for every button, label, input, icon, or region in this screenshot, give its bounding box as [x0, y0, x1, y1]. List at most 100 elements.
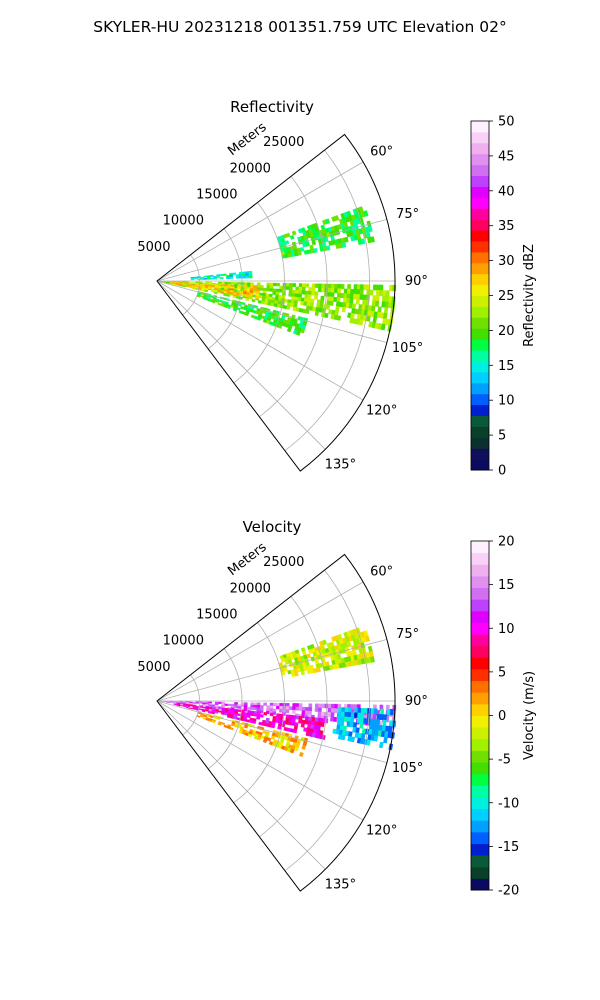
colorbar-swatch	[471, 382, 489, 395]
colorbar-tick-label: 25	[498, 289, 515, 304]
echo-gate	[324, 236, 329, 243]
echo-gate	[248, 275, 253, 279]
echo-gate	[353, 284, 358, 290]
echo-gate	[298, 283, 303, 288]
echo-gate	[195, 702, 200, 704]
colorbar-swatch	[471, 350, 489, 362]
echo-gate	[302, 283, 306, 288]
echo-gate	[217, 722, 222, 726]
echo-gate	[219, 277, 224, 280]
echo-gate	[251, 298, 256, 303]
echo-gate	[314, 291, 319, 296]
echo-gate	[232, 272, 237, 276]
echo-gate	[359, 289, 364, 295]
echo-gate	[301, 706, 306, 712]
azimuth-spoke	[156, 700, 326, 870]
echo-gate	[304, 294, 309, 299]
echo-gate	[263, 702, 268, 706]
echo-gate	[226, 276, 230, 280]
colorbar-label: Reflectivity dBZ	[522, 244, 537, 347]
echo-gate	[338, 707, 343, 713]
echo-gate	[340, 720, 345, 727]
echo-gate	[327, 703, 332, 709]
echo-gate	[314, 283, 319, 288]
echo-gate	[344, 707, 349, 713]
echo-gate	[370, 236, 375, 243]
echo-gate	[218, 707, 223, 710]
echo-gate	[352, 722, 358, 728]
echo-gate	[358, 319, 364, 326]
colorbar-swatch	[471, 415, 489, 427]
echo-gate	[163, 701, 167, 703]
echo-gate	[204, 287, 209, 291]
echo-gate	[370, 708, 375, 715]
echo-gate	[295, 330, 301, 336]
echo-gate	[324, 283, 329, 289]
colorbar-swatch	[471, 426, 489, 438]
colorbar-tick-label: 15	[498, 359, 515, 374]
echo-gate	[259, 705, 264, 709]
colorbar-swatch	[471, 878, 489, 891]
echo-gate	[285, 709, 290, 714]
azimuth-tick-label: 105°	[392, 341, 423, 356]
echo-gate	[329, 300, 334, 306]
echo-gate	[340, 734, 346, 741]
echo-gate	[277, 725, 282, 730]
azimuth-spoke	[156, 280, 387, 343]
range-ring	[207, 228, 243, 350]
echo-gate	[305, 707, 309, 712]
radial-tick-label: 10000	[163, 214, 204, 229]
echo-gate	[360, 707, 365, 714]
echo-gate	[259, 714, 264, 718]
echo-gate	[285, 703, 290, 707]
echo-gate	[301, 710, 306, 715]
echo-gate	[327, 712, 332, 718]
colorbar-swatch	[471, 610, 489, 623]
echo-gate	[360, 284, 364, 290]
echo-gate	[295, 286, 300, 291]
echo-gate	[343, 293, 348, 299]
echo-gate	[342, 725, 347, 732]
colorbar-tick-label: 5	[498, 429, 506, 444]
echo-gate	[301, 744, 307, 750]
echo-gate	[286, 305, 291, 310]
colorbar-swatch	[471, 164, 489, 177]
echo-gate	[245, 273, 250, 277]
echo-gate	[325, 245, 331, 251]
echo-gate	[349, 293, 354, 300]
azimuth-tick-label: 60°	[370, 564, 393, 579]
echo-gate	[340, 292, 345, 299]
colorbar-tick-label: 0	[498, 464, 506, 479]
echo-gate	[379, 290, 384, 297]
echo-gate	[218, 710, 222, 713]
echo-gate	[372, 316, 378, 323]
azimuth-spoke	[156, 219, 387, 282]
echo-gate	[380, 708, 385, 715]
colorbar-swatch	[471, 153, 489, 166]
echo-gate	[223, 290, 228, 294]
echo-gate	[249, 292, 254, 296]
colorbar-swatch	[471, 328, 489, 340]
echo-gate	[318, 703, 322, 709]
echo-gate	[353, 712, 358, 719]
echo-gate	[370, 656, 375, 663]
colorbar-swatch	[471, 575, 489, 589]
echo-gate	[236, 286, 241, 290]
echo-gate	[221, 722, 226, 726]
echo-gate	[382, 290, 387, 297]
colorbar-swatch	[471, 175, 489, 187]
echo-gate	[383, 307, 389, 314]
echo-gate	[256, 284, 261, 289]
echo-gate	[371, 305, 376, 312]
echo-region	[196, 711, 309, 758]
echo-gate	[253, 707, 258, 711]
colorbar-swatch	[471, 437, 489, 449]
echo-gate	[327, 707, 332, 713]
colorbar-tick-label: 15	[498, 578, 515, 593]
colorbar-swatch	[471, 622, 489, 635]
echo-gate	[288, 706, 293, 711]
colorbar: -20 -15 -10 -5 0 5 10 15 20 Velocity (m/s)	[470, 535, 537, 899]
echo-gate	[262, 738, 268, 744]
azimuth-tick-label: 75°	[396, 207, 419, 222]
echo-gate	[259, 285, 264, 289]
